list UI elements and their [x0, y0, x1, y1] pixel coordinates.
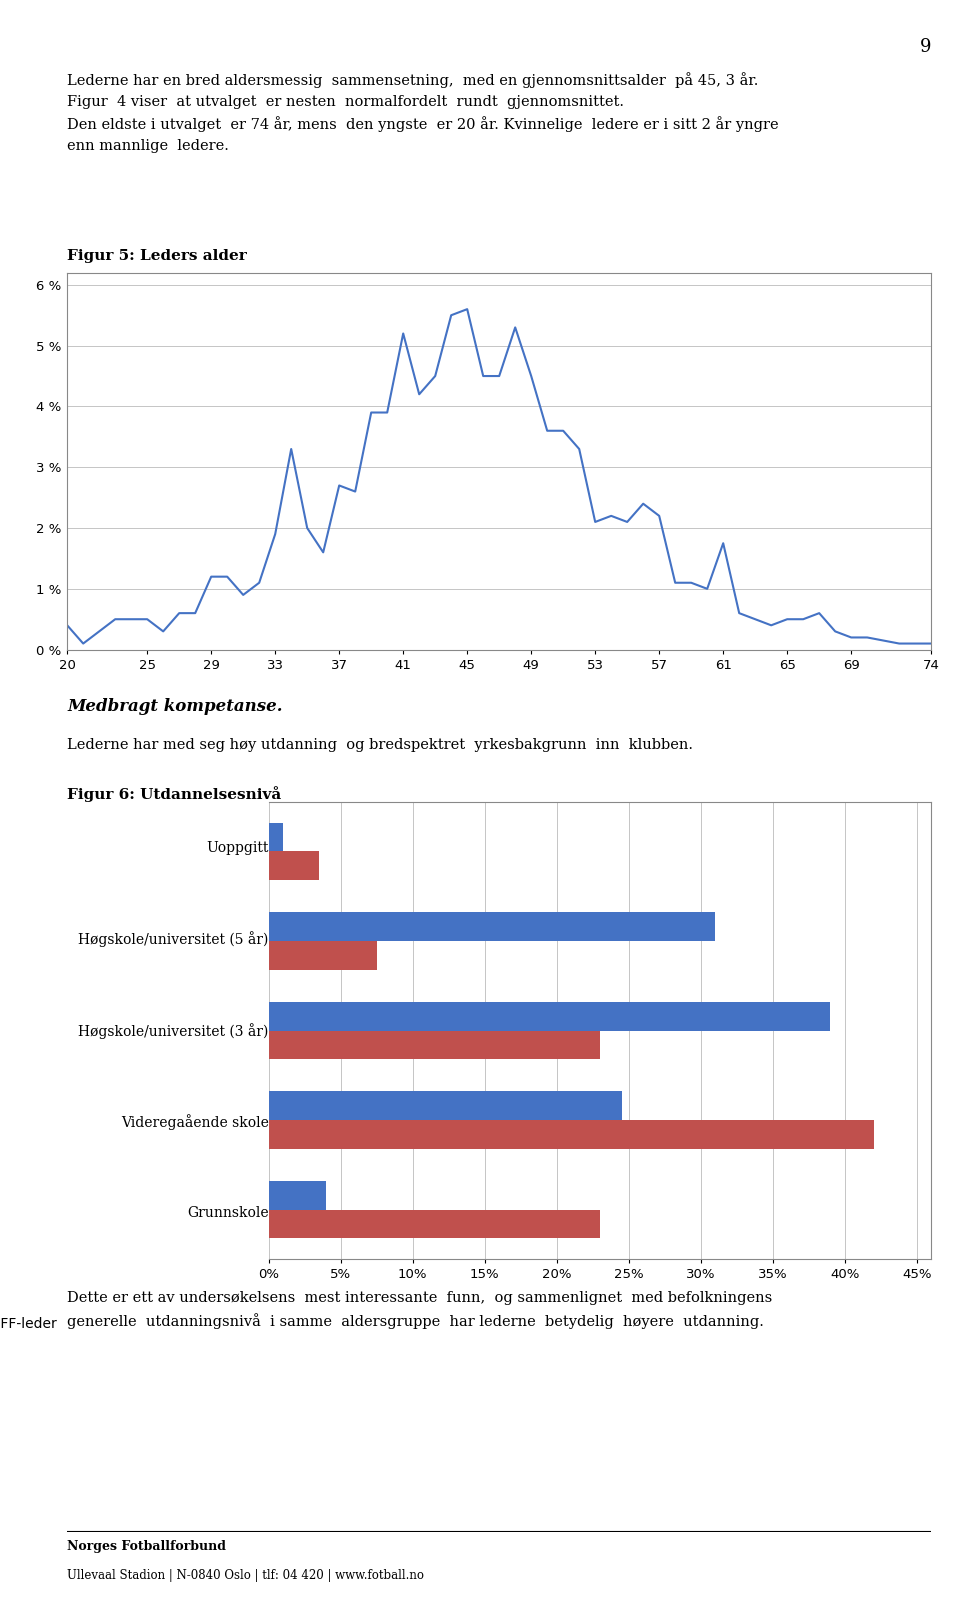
Bar: [269, 823, 283, 852]
Text: Lederne har med seg høy utdanning  og bredspektret  yrkesbakgrunn  inn  klubben.: Lederne har med seg høy utdanning og bre…: [67, 738, 693, 752]
Text: Norges Fotballforbund: Norges Fotballforbund: [67, 1540, 227, 1553]
Text: Høgskole/universitet (5 år): Høgskole/universitet (5 år): [79, 932, 269, 946]
Text: Dette er ett av undersøkelsens  mest interessante  funn,  og sammenlignet  med b: Dette er ett av undersøkelsens mest inte…: [67, 1291, 773, 1328]
Bar: [269, 1209, 600, 1238]
Text: Uoppgitt: Uoppgitt: [206, 840, 269, 855]
Bar: [269, 1091, 621, 1120]
Bar: [269, 852, 319, 881]
Text: Medbragt kompetanse.: Medbragt kompetanse.: [67, 698, 282, 715]
Bar: [269, 1181, 326, 1209]
Bar: [269, 1120, 874, 1148]
Text: Ullevaal Stadion | N-0840 Oslo | tlf: 04 420 | www.fotball.no: Ullevaal Stadion | N-0840 Oslo | tlf: 04…: [67, 1569, 424, 1582]
Text: Lederne har en bred aldersmessig  sammensetning,  med en gjennomsnittsalder  på : Lederne har en bred aldersmessig sammens…: [67, 72, 779, 152]
Bar: [269, 1002, 830, 1031]
Text: 9: 9: [920, 38, 931, 56]
Text: Grunnskole: Grunnskole: [187, 1206, 269, 1221]
Text: Figur 6: Utdannelsesnivå: Figur 6: Utdannelsesnivå: [67, 786, 281, 802]
Bar: [269, 1030, 600, 1059]
Text: Høgskole/universitet (3 år): Høgskole/universitet (3 år): [79, 1023, 269, 1038]
Legend: Norge i samme aldersgruppe, NFF-leder: Norge i samme aldersgruppe, NFF-leder: [0, 1312, 62, 1336]
Bar: [269, 942, 376, 970]
Bar: [269, 913, 715, 942]
Text: Figur 5: Leders alder: Figur 5: Leders alder: [67, 249, 247, 263]
Text: Videregaående skole: Videregaående skole: [121, 1115, 269, 1129]
